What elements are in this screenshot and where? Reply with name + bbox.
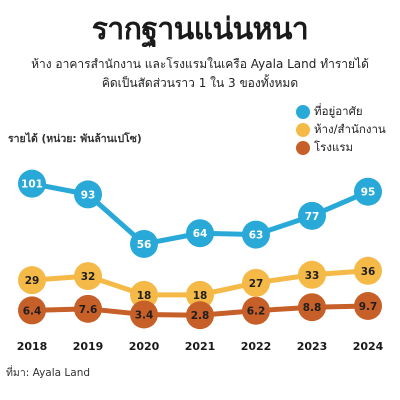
data-label-residential-2020: 56: [137, 239, 152, 251]
data-label-mall-office-2019: 32: [81, 271, 96, 283]
data-point-hotel-2020: [130, 300, 158, 329]
data-label-mall-office-2022: 27: [249, 278, 264, 290]
data-point-residential-2021: [186, 219, 214, 248]
data-point-residential-2023: [298, 201, 326, 230]
x-tick-label-2019: 2019: [73, 340, 104, 353]
x-tick-label-2020: 2020: [129, 340, 160, 353]
data-point-residential-2022: [242, 220, 270, 249]
data-label-hotel-2021: 2.8: [191, 310, 210, 322]
data-point-mall-office-2023: [298, 260, 326, 289]
y-axis-label: รายได้ (หน่วย: พันล้านเปโซ): [8, 133, 142, 145]
data-point-mall-office-2024: [354, 256, 382, 285]
data-point-hotel-2024: [354, 292, 382, 321]
data-point-hotel-2018: [18, 296, 46, 325]
legend-swatch-hotel: [296, 141, 310, 155]
x-tick-label-2022: 2022: [241, 340, 272, 353]
data-label-hotel-2023: 8.8: [303, 302, 322, 314]
data-point-hotel-2022: [242, 296, 270, 325]
data-label-mall-office-2020: 18: [137, 290, 152, 302]
data-label-hotel-2020: 3.4: [135, 309, 154, 321]
data-label-mall-office-2021: 18: [193, 290, 208, 302]
data-label-residential-2021: 64: [193, 228, 208, 240]
legend-swatch-mall-office: [296, 123, 310, 137]
chart-legend: ที่อยู่อาศัย ห้าง/สำนักงาน โรงแรม: [296, 103, 386, 157]
data-label-residential-2024: 95: [361, 187, 376, 199]
data-point-residential-2020: [130, 229, 158, 258]
data-label-residential-2018: 101: [21, 179, 43, 191]
chart-title: รากฐานแน่นหนา: [91, 12, 309, 47]
legend-label-residential: ที่อยู่อาศัย: [314, 104, 363, 118]
data-label-hotel-2019: 7.6: [79, 304, 98, 316]
data-point-mall-office-2022: [242, 268, 270, 297]
data-point-residential-2019: [74, 180, 102, 209]
data-point-hotel-2021: [186, 301, 214, 330]
data-point-mall-office-2018: [18, 266, 46, 295]
legend-item-mall-office: ห้าง/สำนักงาน: [296, 121, 386, 139]
data-label-mall-office-2024: 36: [361, 266, 376, 278]
data-point-residential-2024: [354, 177, 382, 206]
chart-subtitle: ห้าง อาคารสำนักงาน และโรงแรมในเครือ Ayal…: [8, 55, 392, 93]
legend-label-hotel: โรงแรม: [314, 140, 354, 154]
data-label-mall-office-2023: 33: [305, 270, 320, 282]
data-point-hotel-2019: [74, 294, 102, 323]
legend-item-hotel: โรงแรม: [296, 139, 386, 157]
legend-label-mall-office: ห้าง/สำนักงาน: [314, 122, 386, 136]
data-label-residential-2022: 63: [249, 230, 264, 242]
data-point-mall-office-2020: [130, 280, 158, 309]
x-tick-label-2024: 2024: [353, 340, 384, 353]
x-tick-label-2021: 2021: [185, 340, 216, 353]
x-tick-label-2023: 2023: [297, 340, 328, 353]
data-label-residential-2023: 77: [305, 211, 320, 223]
subtitle-line-1: ห้าง อาคารสำนักงาน และโรงแรมในเครือ Ayal…: [31, 57, 369, 71]
data-point-hotel-2023: [298, 293, 326, 322]
legend-swatch-residential: [296, 105, 310, 119]
source-note: ที่มา: Ayala Land: [6, 367, 91, 379]
data-point-mall-office-2019: [74, 262, 102, 291]
data-label-residential-2019: 93: [81, 189, 96, 201]
subtitle-line-2: คิดเป็นสัดส่วนราว 1 ใน 3 ของทั้งหมด: [101, 76, 299, 90]
data-point-residential-2018: [18, 169, 46, 198]
data-label-mall-office-2018: 29: [25, 275, 40, 287]
data-label-hotel-2022: 6.2: [247, 306, 266, 318]
legend-item-residential: ที่อยู่อาศัย: [296, 103, 386, 121]
data-label-hotel-2018: 6.4: [23, 305, 42, 317]
data-label-hotel-2024: 9.7: [359, 301, 378, 313]
data-point-mall-office-2021: [186, 280, 214, 309]
x-tick-label-2018: 2018: [17, 340, 48, 353]
